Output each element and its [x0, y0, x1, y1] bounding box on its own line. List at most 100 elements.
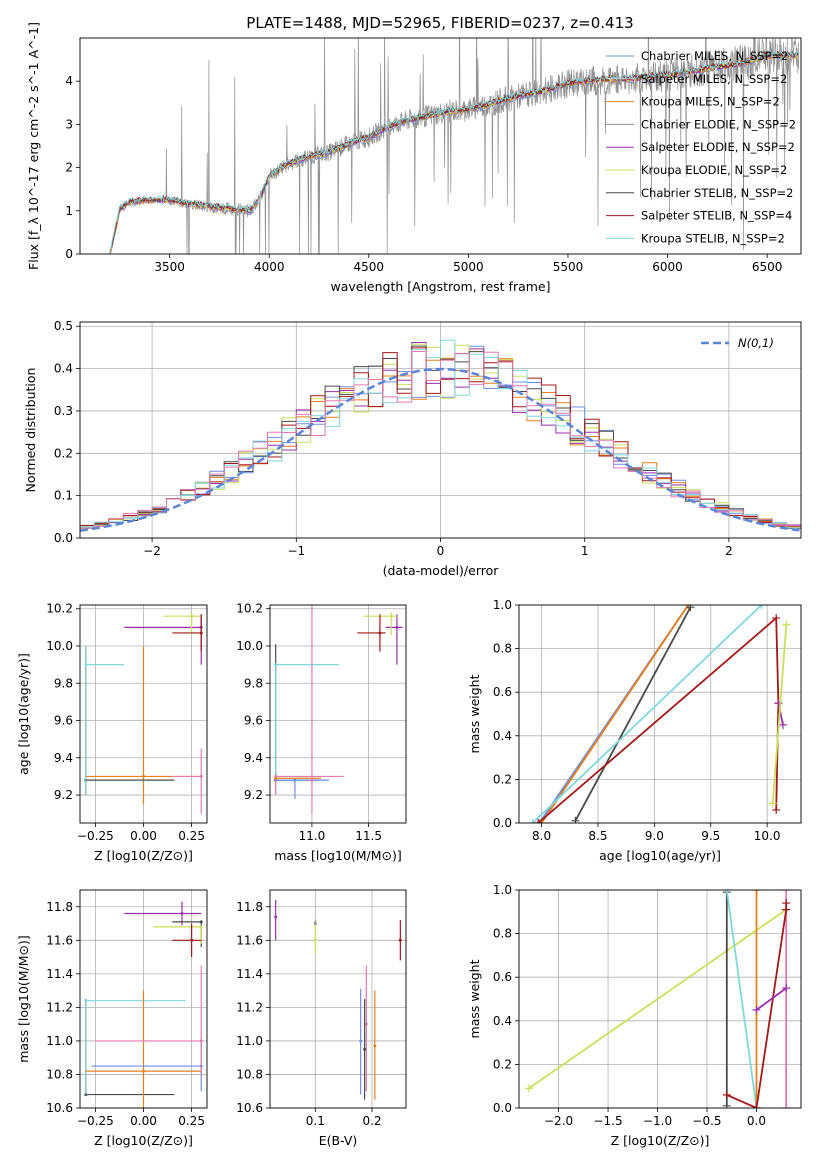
- data-point: [363, 1047, 367, 1051]
- y-tick-label: 0.6: [493, 685, 512, 699]
- x-tick-label: 6500: [752, 260, 783, 274]
- x-axis-label: mass [log10(M/M⊙)]: [274, 848, 402, 863]
- weight-marker: [757, 605, 766, 609]
- y-axis-label: mass weight: [467, 959, 482, 1038]
- data-point: [373, 1044, 377, 1048]
- plot-residuals: −2 −1 0 1 2 0.0 0.1 0.2 0.3 0.4 0.5 (data-model)/er…: [23, 319, 802, 578]
- weight-marker: [722, 1090, 731, 1099]
- x-axis-label: age [log10(age/yr)]: [599, 848, 721, 863]
- data-point: [398, 938, 402, 942]
- y-tick-label: 10.2: [46, 602, 73, 616]
- y-tick-label: 0.0: [493, 1101, 512, 1115]
- y-tick-label: 9.8: [244, 676, 263, 690]
- plot-age-vs-mass: 11.0 11.5 9.2 9.4 9.6 9.8 10.0 10.2 mass [log10(…: [236, 602, 407, 863]
- y-tick-label: 0.4: [493, 729, 512, 743]
- data-point: [359, 1039, 363, 1043]
- weight-series-line: [540, 605, 689, 823]
- x-axis-label: (data-model)/error: [383, 563, 500, 578]
- y-tick-label: 10.2: [236, 602, 263, 616]
- x-tick-label: −0.25: [77, 1114, 114, 1128]
- x-tick-label: 3500: [154, 260, 185, 274]
- weight-marker: [772, 805, 781, 814]
- y-tick-label: 9.2: [244, 788, 263, 802]
- y-tick-label: 2: [65, 161, 73, 175]
- y-tick-label: 10.0: [46, 639, 73, 653]
- y-tick-label: 9.8: [54, 676, 73, 690]
- axes-frame: [79, 321, 802, 539]
- weight-marker: [782, 899, 791, 908]
- data-point: [199, 1039, 203, 1043]
- y-tick-label: 11.8: [46, 900, 73, 914]
- y-tick-label: 10.8: [236, 1067, 263, 1081]
- x-tick-label: −2: [143, 544, 161, 558]
- y-tick-label: 11.0: [236, 1034, 263, 1048]
- y-tick-label: 11.0: [46, 1034, 73, 1048]
- y-tick-label: 0.8: [493, 927, 512, 941]
- weight-series-line: [755, 987, 787, 1011]
- x-tick-label: 8.5: [588, 829, 607, 843]
- axes-frame: [269, 604, 407, 824]
- y-tick-label: 0.4: [54, 362, 73, 376]
- y-tick-label: 1.0: [493, 883, 512, 897]
- weight-marker: [782, 984, 791, 993]
- y-axis-label: age [log10(age/yr)]: [16, 653, 31, 775]
- data-point: [84, 663, 88, 667]
- y-tick-label: 3: [65, 117, 73, 131]
- data-point: [190, 938, 194, 942]
- plot-area-age-vs-mass: [274, 605, 403, 814]
- x-axis-label: wavelength [Angstrom, rest frame]: [330, 279, 550, 294]
- x-tick-label: 1: [581, 544, 589, 558]
- data-point: [142, 774, 145, 778]
- y-tick-label: 0.8: [493, 642, 512, 656]
- legend-entry: N(0,1): [738, 336, 774, 350]
- axes-frame: [269, 889, 407, 1109]
- x-tick-label: 9.0: [645, 829, 664, 843]
- plot-mass-vs-EBV: 0.1 0.2 10.6 10.8 11.0 11.2 11.4 11.6 11.8 E(B-V): [236, 889, 407, 1148]
- y-axis-label: mass weight: [467, 674, 482, 753]
- plot-area-age-vs-Z: [84, 612, 203, 814]
- weight-series-line: [528, 908, 787, 1090]
- spectrum-data-line: [109, 38, 800, 254]
- y-axis-label: mass [log10(M/M⊙)]: [16, 935, 31, 1063]
- x-tick-label: 11.0: [299, 829, 326, 843]
- legend-entry: Chabrier MILES, N_SSP=2: [641, 49, 788, 63]
- y-tick-label: 11.6: [236, 933, 263, 947]
- data-point: [310, 778, 314, 782]
- x-tick-label: 11.5: [355, 829, 382, 843]
- y-tick-label: 9.2: [54, 788, 73, 802]
- weight-series-line: [725, 890, 758, 1108]
- data-point: [274, 776, 278, 780]
- weight-series-line: [537, 616, 780, 823]
- data-point: [84, 999, 88, 1003]
- x-tick-label: 0.25: [178, 1114, 205, 1128]
- y-tick-label: 0: [65, 247, 73, 261]
- x-tick-label: 0.2: [362, 1114, 381, 1128]
- y-tick-label: 11.8: [236, 900, 263, 914]
- legend-entry: Salpeter MILES, N_SSP=2: [641, 72, 787, 86]
- data-point: [142, 1069, 145, 1073]
- x-tick-label: 0.00: [130, 829, 157, 843]
- axes-frame: [518, 604, 802, 824]
- legend-entry: Chabrier ELODIE, N_SSP=2: [641, 117, 796, 131]
- legend-entry: Kroupa STELIB, N_SSP=2: [641, 231, 785, 245]
- plot-area-mass-vs-Z: [84, 901, 203, 1108]
- weight-marker: [686, 605, 695, 612]
- legend-entry: Kroupa ELODIE, N_SSP=2: [641, 163, 787, 177]
- x-tick-label: 5000: [453, 260, 484, 274]
- x-axis-label: Z [log10(Z/Z⊙)]: [94, 848, 193, 863]
- y-tick-label: 9.6: [54, 714, 73, 728]
- data-point: [274, 663, 278, 667]
- axes-frame: [518, 889, 802, 1109]
- data-point: [313, 938, 317, 942]
- y-tick-label: 11.4: [236, 967, 263, 981]
- y-tick-label: 9.4: [54, 751, 73, 765]
- data-point: [180, 911, 184, 915]
- y-tick-label: 0.4: [493, 1014, 512, 1028]
- normal-curve: [80, 367, 801, 532]
- plot-mass-vs-Z: −0.25 0.00 0.25 10.6 10.8 11.0 11.2 11.4 11.6 11.…: [16, 889, 208, 1148]
- weight-marker: [535, 819, 544, 823]
- weight-marker: [722, 890, 731, 894]
- plot-spectrum: 3500 4000 4500 5000 5500 6000 6500 0 1 2 3 4 wavelen…: [26, 22, 802, 294]
- legend-entry: Salpeter STELIB, N_SSP=4: [641, 209, 792, 223]
